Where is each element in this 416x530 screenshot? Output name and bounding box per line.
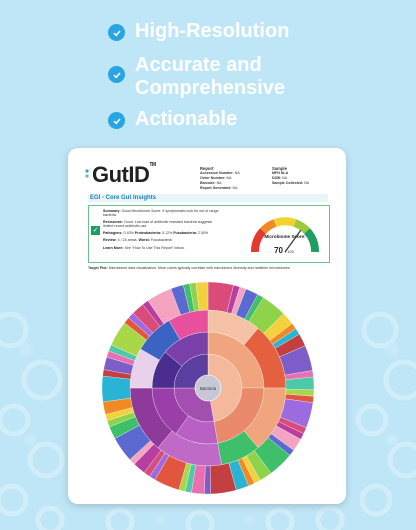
sample-info: Sample MFN NLA DOB: NA Sample Collected: N…: [272, 166, 309, 186]
report-info: Report Accession Number: NA Order Number:…: [200, 166, 240, 191]
feature-label-line: Comprehensive: [135, 77, 286, 99]
pathogens-line: Pathogens: 0.43% Proteobacteria: 5.12% F…: [103, 231, 209, 235]
summary-box: ✓ Summary: Good Microbiome Score. If sym…: [88, 205, 330, 263]
feature-label: Actionable: [135, 108, 238, 130]
logo-dots-icon: [85, 169, 89, 178]
gutid-logo: GutIDTM: [92, 162, 156, 187]
check-icon: ✓: [91, 226, 100, 235]
score-max: / 100: [285, 249, 295, 254]
review-line: Review: 4 / 24 areas. Worst: Fusobacteri…: [103, 238, 172, 242]
info-field-key: Order Number:: [200, 176, 226, 180]
feature-label-line: Accurate and: [135, 54, 262, 76]
info-field-key: Sample Collected:: [272, 181, 304, 185]
info-field: Order Number: NA: [200, 176, 240, 181]
target-plot-caption: Target Plot: Microbiome data visualizati…: [88, 266, 291, 270]
sunburst-segment: [195, 281, 209, 311]
report-heading: Report: [200, 166, 214, 171]
microbiome-score-gauge: Microbiome Score: 70 / 100: [251, 217, 319, 255]
sunburst-center-label: Bacteria: [200, 386, 217, 391]
report-fields: Accession Number: NA Order Number: NA Barc…: [200, 171, 240, 191]
check-circle-icon: [108, 24, 125, 41]
gauge-needle: [284, 229, 302, 253]
info-field-key: MFN NLA: [272, 171, 289, 175]
info-field: Accession Number: NA: [200, 171, 240, 176]
sunburst-segment: [101, 375, 131, 403]
score-value: 70: [274, 246, 283, 255]
info-field-value: NA: [231, 186, 238, 190]
section-header: EGI - Core Gut Insights: [88, 194, 328, 202]
info-field-value: NA: [233, 171, 240, 175]
feature-item: High-Resolution: [108, 20, 289, 43]
sample-fields: MFN NLA DOB: NA Sample Collected: NA: [272, 171, 309, 186]
sunburst-center: [194, 374, 222, 402]
check-circle-icon: [108, 112, 125, 129]
feature-item: Accurate and Comprehensive: [108, 54, 285, 100]
section-title: EGI - Core Gut Insights: [90, 195, 157, 201]
info-field: Barcode: NA: [200, 181, 240, 186]
info-field: Sample Collected: NA: [272, 181, 309, 186]
info-field: MFN NLA: [272, 171, 309, 176]
info-field-value: NA: [303, 181, 310, 185]
microbiome-sunburst: Bacteria: [101, 281, 315, 495]
info-field: Report Generated: NA: [200, 186, 240, 191]
info-field-key: DOB:: [272, 176, 282, 180]
info-field-value: NA: [225, 176, 232, 180]
info-field-key: Accession Number:: [200, 171, 234, 175]
score-label: Microbiome Score:: [264, 234, 306, 239]
info-field-value: NA: [215, 181, 222, 185]
check-circle-icon: [108, 66, 125, 83]
feature-item: Actionable: [108, 108, 237, 131]
info-field-value: NA: [281, 176, 288, 180]
summary-line: Summary: Good Microbiome Score. If sympt…: [103, 209, 219, 218]
learn-more-line[interactable]: Learn More: See "How To Use This Report"…: [103, 246, 185, 250]
feature-label: High-Resolution: [135, 20, 290, 42]
resiszome-line: Resiszome: Good. Low load of antibiotic …: [103, 220, 213, 229]
sample-heading: Sample: [272, 166, 287, 171]
info-field-key: Barcode:: [200, 181, 216, 185]
info-field-key: Report Generated:: [200, 186, 232, 190]
report-card: GutIDTM Report Accession Number: NA Order…: [68, 148, 346, 504]
info-field: DOB: NA: [272, 176, 309, 181]
feature-label: Accurate and Comprehensive: [135, 54, 285, 100]
